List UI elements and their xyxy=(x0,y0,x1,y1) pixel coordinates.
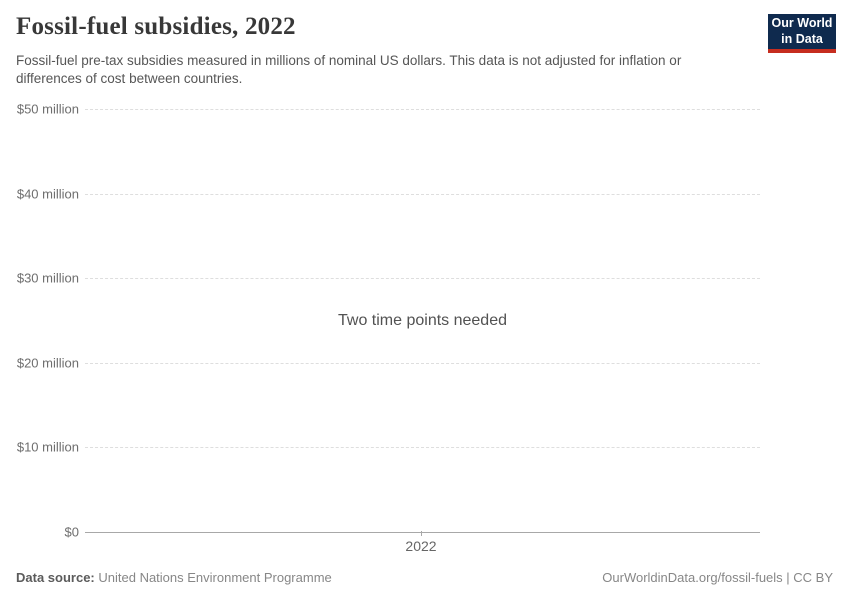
y-gridline xyxy=(85,362,760,364)
data-source: Data source: United Nations Environment … xyxy=(16,570,332,585)
attribution-link[interactable]: OurWorldinData.org/fossil-fuels | CC BY xyxy=(602,570,833,585)
owid-logo-line1: Our World xyxy=(771,16,833,30)
y-gridline xyxy=(85,109,760,110)
x-axis-line xyxy=(85,531,760,533)
y-gridline xyxy=(85,447,760,448)
owid-logo[interactable]: Our World in Data xyxy=(768,14,836,53)
y-axis-tick-label: $0 xyxy=(64,524,79,539)
chart-subtitle: Fossil-fuel pre-tax subsidies measured i… xyxy=(16,53,682,86)
y-axis-tick-label: $10 million xyxy=(16,439,79,455)
y-gridline xyxy=(85,278,760,279)
y-axis-tick-label: $50 million xyxy=(16,101,79,117)
owid-logo-line2: in Data xyxy=(781,32,823,46)
y-gridline xyxy=(85,193,760,195)
x-axis-tick-label: 2022 xyxy=(405,538,437,554)
page-title: Fossil-fuel subsidies, 2022 xyxy=(16,13,296,40)
data-source-value: United Nations Environment Programme xyxy=(98,570,332,585)
x-axis-tick xyxy=(421,531,422,536)
y-axis-tick-label: $20 million xyxy=(16,355,79,370)
empty-chart-message: Two time points needed xyxy=(338,312,507,329)
y-axis-tick-label: $30 million xyxy=(16,270,79,286)
y-axis-tick-label: $40 million xyxy=(16,186,79,201)
data-source-label: Data source: xyxy=(16,570,95,585)
